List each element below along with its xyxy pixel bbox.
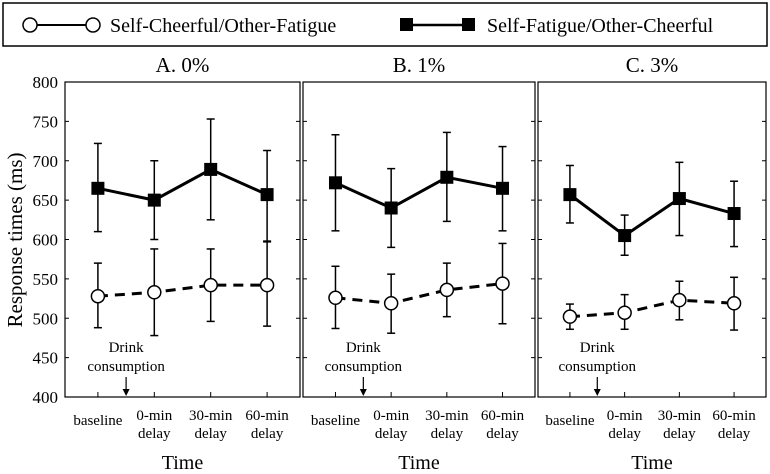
y-tick-label: 400 (33, 388, 59, 407)
data-point (727, 207, 741, 221)
plot-frame (64, 81, 301, 398)
x-tick-label: delay (608, 426, 641, 442)
y-tick-labels: 400 450 500 550 600 650 700 750 800 (33, 73, 59, 407)
panel-2: B. 1% baseline 0-min delay 30-min delay 60-min… (302, 53, 536, 474)
panel-title: A. 0% (156, 53, 210, 77)
plot-frame (537, 81, 767, 398)
series-line (97, 167, 268, 202)
data-point (90, 288, 106, 304)
y-tick-label: 750 (33, 112, 59, 131)
data-point (672, 192, 686, 206)
x-tick-label: 0-min (373, 408, 409, 424)
data-point (259, 277, 275, 293)
y-tick-label: 700 (33, 152, 59, 171)
data-point (384, 201, 398, 215)
data-point (496, 181, 510, 195)
data-point (328, 176, 342, 190)
legend-square-marker (400, 18, 413, 31)
y-tick-label: 800 (33, 73, 59, 92)
legend-label-cheerful: Self-Cheerful/Other-Fatigue (110, 15, 336, 37)
data-point (726, 296, 742, 311)
data-point (618, 229, 632, 243)
data-point (91, 181, 105, 195)
drink-arrow-head (593, 389, 601, 396)
series-line (334, 175, 503, 210)
panel-title: B. 1% (393, 53, 446, 77)
data-point (204, 162, 218, 176)
x-tick-label: 30-min (189, 408, 233, 424)
panels: A. 0% baseline 0-min delay 30-min delay 60-min… (64, 53, 767, 474)
annotation-text: consumption (87, 359, 165, 375)
data-point (440, 170, 454, 184)
x-tick-label: 0-min (136, 408, 172, 424)
y-tick-label: 650 (33, 191, 59, 210)
x-tick-label: delay (138, 426, 171, 442)
data-point (328, 290, 343, 306)
series-fatigue (563, 161, 741, 256)
data-point (617, 305, 632, 320)
x-tick-label: 60-min (481, 408, 525, 424)
data-point (147, 193, 161, 207)
x-axis-label: Time (162, 452, 204, 474)
series-cheerful (90, 241, 275, 337)
legend-label-fatigue: Self-Fatigue/Other-Cheerful (487, 15, 714, 37)
annotation-text: Drink (346, 340, 381, 356)
annotation-text: consumption (559, 359, 637, 375)
panel-title: C. 3% (626, 53, 679, 77)
panel-1: A. 0% baseline 0-min delay 30-min delay 60-min… (64, 53, 301, 474)
series-fatigue (328, 131, 510, 249)
y-tick-label: 550 (33, 270, 59, 289)
x-axis-label: Time (398, 452, 440, 474)
legend-square-marker (462, 18, 475, 31)
series-cheerful (562, 276, 742, 331)
x-tick-label: baseline (73, 413, 122, 429)
data-point (495, 276, 510, 291)
y-axis-label: Response times (ms) (3, 153, 27, 328)
plot-frame (302, 81, 536, 398)
data-point (260, 188, 274, 202)
series-line (335, 282, 503, 305)
panel-3: C. 3% baseline 0-min delay 30-min delay 60-min… (537, 53, 767, 474)
x-tick-label: delay (194, 426, 227, 442)
x-tick-label: delay (251, 426, 284, 442)
x-tick-label: delay (375, 426, 408, 442)
drink-arrow-head (359, 389, 367, 396)
series-line (97, 283, 268, 298)
x-tick-label: delay (718, 426, 751, 442)
y-tick-label: 450 (33, 349, 59, 368)
x-axis-label: Time (631, 452, 673, 474)
series-line (569, 298, 735, 319)
legend-circle-marker (22, 17, 38, 33)
data-point (439, 282, 455, 298)
x-tick-label: 60-min (712, 408, 756, 424)
legend-circle-marker (85, 17, 101, 33)
x-tick-label: delay (663, 426, 696, 442)
series-cheerful (328, 242, 510, 334)
drink-arrow-head (122, 389, 130, 396)
data-point (563, 188, 577, 202)
x-tick-label: 0-min (607, 408, 643, 424)
data-point (383, 296, 399, 311)
annotation-text: Drink (109, 340, 144, 356)
y-tick-label: 500 (33, 309, 59, 328)
annotation-text: consumption (325, 359, 403, 375)
data-point (203, 277, 218, 293)
data-point (672, 292, 687, 308)
x-tick-label: delay (431, 426, 464, 442)
x-tick-label: 30-min (658, 408, 702, 424)
x-tick-label: baseline (311, 413, 360, 429)
data-point (147, 285, 162, 300)
annotation-text: Drink (580, 340, 615, 356)
legend: Self-Cheerful/Other-Fatigue Self-Fatigue… (2, 2, 768, 47)
series-line (569, 193, 735, 238)
y-tick-label: 600 (33, 231, 59, 250)
data-point (562, 309, 578, 324)
x-tick-label: baseline (545, 413, 594, 429)
series-fatigue (91, 118, 274, 242)
x-tick-label: 30-min (425, 408, 469, 424)
x-tick-label: 60-min (245, 408, 289, 424)
x-tick-label: delay (486, 426, 519, 442)
